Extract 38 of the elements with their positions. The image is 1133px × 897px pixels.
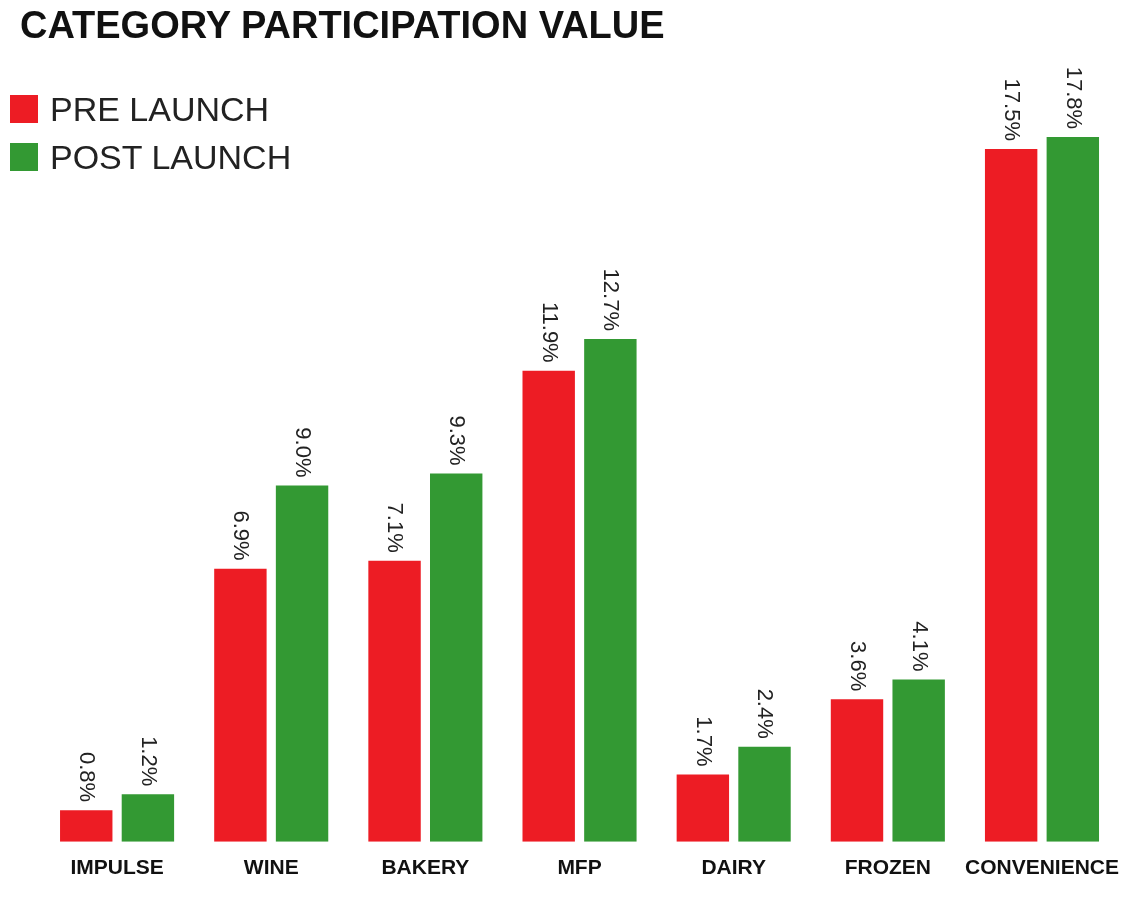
x-tick-label: BAKERY xyxy=(381,855,470,879)
data-label: 9.3% xyxy=(445,415,471,466)
bar xyxy=(738,746,791,842)
bar xyxy=(1046,137,1100,842)
legend-label: PRE LAUNCH xyxy=(50,89,270,129)
bar xyxy=(676,774,730,842)
data-label: 9.0% xyxy=(291,427,316,478)
data-label: 1.2% xyxy=(136,736,162,787)
bar xyxy=(275,485,329,842)
x-tick-label: WINE xyxy=(243,855,299,879)
bar xyxy=(522,370,575,842)
bar xyxy=(830,699,884,842)
data-label: 4.1% xyxy=(907,621,933,672)
bar xyxy=(984,148,1038,842)
data-label: 7.1% xyxy=(383,502,409,553)
data-label: 12.7% xyxy=(599,268,625,332)
bar xyxy=(584,339,637,842)
chart-title: CATEGORY PARTICIPATION VALUE xyxy=(20,4,665,47)
data-label: 1.7% xyxy=(691,716,717,767)
data-label: 2.4% xyxy=(753,688,779,739)
bar xyxy=(892,679,945,842)
x-tick-label: CONVENIENCE xyxy=(964,855,1119,879)
x-tick-label: FROZEN xyxy=(844,855,931,879)
x-tick-label: DAIRY xyxy=(701,855,766,879)
data-label: 17.8% xyxy=(1061,66,1087,130)
x-tick-label: MFP xyxy=(557,855,602,879)
bar xyxy=(368,560,421,842)
data-label: 11.9% xyxy=(537,301,563,363)
bar xyxy=(121,794,175,842)
data-label: 3.6% xyxy=(845,641,871,692)
bar xyxy=(60,810,113,842)
data-label: 6.9% xyxy=(229,510,255,561)
x-tick-label: IMPULSE xyxy=(70,855,164,879)
bar xyxy=(214,568,267,842)
data-label: 17.5% xyxy=(1000,78,1026,141)
legend-label: POST LAUNCH xyxy=(50,137,292,177)
data-label: 0.8% xyxy=(75,751,101,803)
bar xyxy=(430,473,483,842)
